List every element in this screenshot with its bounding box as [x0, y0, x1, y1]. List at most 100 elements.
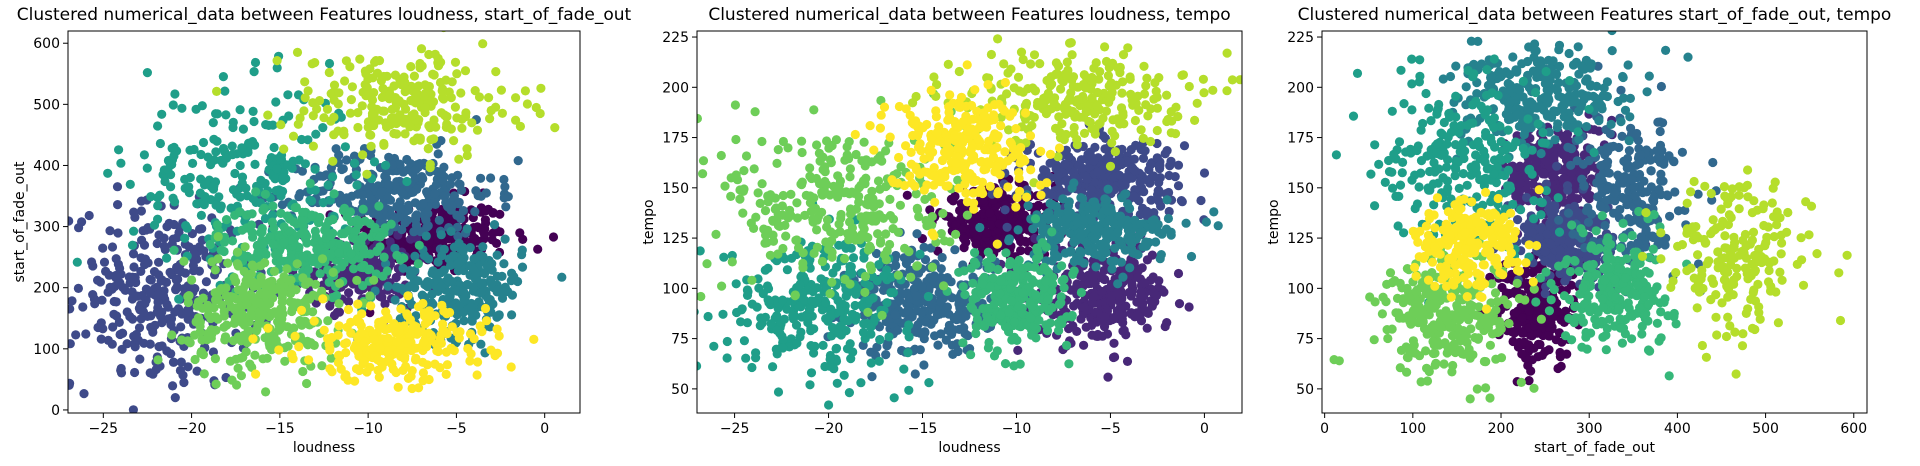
scatter-point [1151, 237, 1161, 247]
scatter-point [220, 86, 230, 96]
scatter-point [882, 341, 892, 351]
scatter-point [382, 122, 392, 132]
x-tick-label: −10 [353, 421, 383, 437]
scatter-point [839, 370, 849, 380]
scatter-point [405, 270, 415, 280]
scatter-point [1048, 272, 1058, 282]
scatter-point [376, 187, 386, 197]
scatter-point [1134, 230, 1144, 240]
scatter-point [325, 364, 335, 374]
scatter-point [423, 282, 433, 292]
scatter-point [890, 310, 900, 320]
scatter-point [1080, 302, 1090, 312]
scatter-point [1150, 297, 1160, 307]
scatter-point [303, 86, 313, 96]
scatter-point [235, 207, 245, 217]
scatter-point [174, 227, 184, 238]
scatter-point [1213, 221, 1223, 231]
scatter-point [983, 343, 994, 353]
scatter-point [1103, 372, 1113, 382]
scatter-point [845, 339, 855, 349]
scatter-point [914, 268, 924, 278]
scatter-point [362, 169, 372, 179]
scatter-point [1050, 252, 1060, 262]
scatter-point [112, 182, 123, 192]
scatter-point [324, 58, 335, 69]
scatter-point [1004, 234, 1015, 244]
scatter-point [905, 265, 915, 275]
scatter-point [156, 276, 166, 286]
scatter-point [98, 243, 108, 253]
scatter-point [136, 266, 146, 276]
scatter-point [189, 144, 199, 155]
scatter-point [446, 260, 456, 270]
scatter-point [284, 276, 294, 286]
scatter-point [518, 234, 528, 244]
scatter-point [1139, 187, 1149, 197]
scatter-point [386, 113, 397, 123]
scatter-point [873, 229, 883, 239]
scatter-point [912, 261, 922, 271]
scatter-point [439, 94, 449, 104]
scatter-point [1068, 269, 1078, 279]
scatter-point [358, 190, 368, 200]
scatter-point [362, 83, 372, 93]
scatter-point [303, 135, 313, 145]
scatter-point [856, 378, 866, 388]
scatter-point [326, 353, 336, 363]
scatter-point [88, 290, 98, 300]
scatter-point [522, 99, 533, 109]
scatter-point [1090, 142, 1100, 152]
scatter-point [166, 320, 176, 330]
scatter-point [414, 240, 424, 250]
scatter-point [763, 197, 773, 207]
scatter-point [507, 310, 517, 320]
scatter-point [810, 341, 820, 351]
scatter-point [424, 81, 434, 92]
scatter-point [228, 185, 239, 195]
scatter-point [933, 246, 943, 256]
scatter-point [1081, 237, 1091, 247]
scatter-point [128, 405, 138, 413]
scatter-point [482, 316, 492, 326]
scatter-point [400, 116, 410, 126]
scatter-point [520, 86, 531, 96]
scatter-point [1045, 318, 1055, 328]
scatter-point [96, 318, 106, 328]
scatter-point [358, 204, 368, 214]
scatter-point [276, 304, 286, 314]
scatter-point [319, 325, 329, 335]
scatter-point [1043, 295, 1053, 305]
scatter-point [927, 262, 938, 272]
scatter-point [913, 205, 923, 215]
scatter-point [835, 227, 845, 237]
scatter-point [412, 329, 422, 339]
scatter-point [447, 77, 457, 87]
scatter-point [791, 235, 801, 245]
scatter-point [317, 254, 328, 264]
scatter-point [1124, 287, 1134, 297]
scatter-point [286, 253, 296, 263]
scatter-point [494, 331, 504, 341]
x-tick-label: −25 [89, 421, 119, 437]
scatter-point [975, 222, 985, 233]
scatter-point [1062, 340, 1072, 350]
scatter-point [452, 113, 462, 123]
scatter-point [380, 223, 390, 233]
scatter-point [1014, 301, 1024, 311]
scatter-point [433, 268, 443, 279]
scatter-point [310, 164, 320, 174]
scatter-point [351, 170, 361, 180]
scatter-point [280, 356, 290, 366]
scatter-point [951, 229, 961, 239]
scatter-point [1136, 287, 1146, 297]
scatter-point [78, 302, 88, 312]
scatter-point [1159, 287, 1169, 297]
scatter-point [994, 219, 1005, 229]
scatter-point [199, 369, 209, 379]
scatter-point [453, 231, 463, 241]
scatter-point [369, 121, 379, 131]
scatter-point [827, 247, 837, 257]
scatter-point [403, 291, 413, 301]
